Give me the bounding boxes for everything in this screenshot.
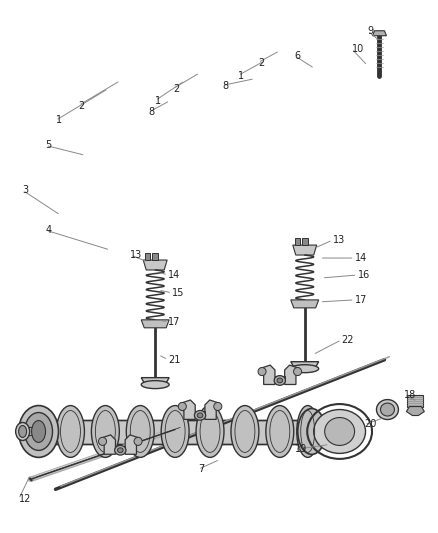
Polygon shape bbox=[195, 411, 205, 415]
Ellipse shape bbox=[19, 425, 27, 438]
Polygon shape bbox=[407, 394, 424, 407]
Text: 19: 19 bbox=[295, 445, 307, 455]
Ellipse shape bbox=[381, 403, 395, 416]
Ellipse shape bbox=[277, 378, 283, 383]
Ellipse shape bbox=[126, 406, 154, 457]
Ellipse shape bbox=[377, 400, 399, 419]
Polygon shape bbox=[406, 407, 424, 416]
Ellipse shape bbox=[214, 402, 222, 410]
Polygon shape bbox=[291, 362, 319, 369]
Ellipse shape bbox=[314, 409, 366, 454]
Ellipse shape bbox=[19, 406, 59, 457]
Text: 2: 2 bbox=[173, 84, 180, 94]
Text: 1: 1 bbox=[155, 95, 161, 106]
Text: 5: 5 bbox=[46, 140, 52, 150]
Polygon shape bbox=[23, 427, 39, 435]
Ellipse shape bbox=[99, 437, 106, 446]
Ellipse shape bbox=[16, 423, 30, 440]
Ellipse shape bbox=[291, 365, 319, 373]
Ellipse shape bbox=[258, 368, 266, 376]
Text: 10: 10 bbox=[352, 44, 364, 54]
Text: 1: 1 bbox=[56, 116, 62, 125]
Ellipse shape bbox=[161, 406, 189, 457]
Polygon shape bbox=[101, 435, 116, 454]
Text: 3: 3 bbox=[23, 185, 29, 195]
Ellipse shape bbox=[134, 437, 142, 446]
Polygon shape bbox=[141, 378, 169, 385]
Text: 16: 16 bbox=[357, 270, 370, 280]
Text: 6: 6 bbox=[295, 51, 301, 61]
Ellipse shape bbox=[178, 402, 186, 410]
Ellipse shape bbox=[141, 381, 169, 389]
Ellipse shape bbox=[297, 406, 319, 457]
Text: 2: 2 bbox=[258, 58, 264, 68]
Polygon shape bbox=[42, 419, 305, 445]
Polygon shape bbox=[143, 260, 167, 270]
Ellipse shape bbox=[274, 376, 286, 385]
Ellipse shape bbox=[117, 448, 123, 453]
Text: 1: 1 bbox=[238, 70, 244, 80]
Ellipse shape bbox=[266, 406, 294, 457]
Text: 7: 7 bbox=[198, 464, 204, 474]
Text: 17: 17 bbox=[168, 317, 180, 327]
Text: 22: 22 bbox=[342, 335, 354, 345]
Polygon shape bbox=[145, 253, 150, 260]
Ellipse shape bbox=[196, 406, 224, 457]
Ellipse shape bbox=[115, 446, 126, 455]
Polygon shape bbox=[152, 253, 158, 260]
Text: 13: 13 bbox=[130, 250, 142, 260]
Polygon shape bbox=[372, 31, 386, 36]
Text: 13: 13 bbox=[332, 235, 345, 245]
Polygon shape bbox=[141, 320, 169, 328]
Polygon shape bbox=[116, 446, 125, 450]
Polygon shape bbox=[285, 365, 299, 384]
Text: 9: 9 bbox=[367, 26, 374, 36]
Ellipse shape bbox=[25, 413, 53, 450]
Ellipse shape bbox=[57, 406, 85, 457]
Ellipse shape bbox=[231, 406, 259, 457]
Text: 20: 20 bbox=[364, 419, 377, 430]
Polygon shape bbox=[205, 400, 219, 419]
Ellipse shape bbox=[92, 406, 119, 457]
Polygon shape bbox=[261, 365, 275, 384]
Polygon shape bbox=[275, 376, 285, 381]
Ellipse shape bbox=[293, 368, 302, 376]
Polygon shape bbox=[291, 300, 319, 308]
Text: 8: 8 bbox=[222, 80, 228, 91]
Polygon shape bbox=[125, 435, 140, 454]
Text: 17: 17 bbox=[355, 295, 367, 305]
Text: 8: 8 bbox=[148, 108, 154, 117]
Ellipse shape bbox=[325, 417, 355, 446]
Ellipse shape bbox=[197, 413, 203, 418]
Text: 14: 14 bbox=[355, 253, 367, 263]
Text: 4: 4 bbox=[46, 225, 52, 235]
Text: 2: 2 bbox=[78, 101, 85, 110]
Polygon shape bbox=[181, 400, 195, 419]
Text: 15: 15 bbox=[172, 288, 184, 298]
Text: 18: 18 bbox=[404, 390, 417, 400]
Ellipse shape bbox=[32, 421, 46, 442]
Polygon shape bbox=[293, 245, 317, 255]
Text: 12: 12 bbox=[19, 494, 31, 504]
Text: 14: 14 bbox=[168, 270, 180, 280]
Polygon shape bbox=[302, 238, 308, 245]
Polygon shape bbox=[295, 238, 300, 245]
Ellipse shape bbox=[194, 410, 206, 420]
Ellipse shape bbox=[298, 409, 326, 455]
Text: 21: 21 bbox=[168, 354, 180, 365]
